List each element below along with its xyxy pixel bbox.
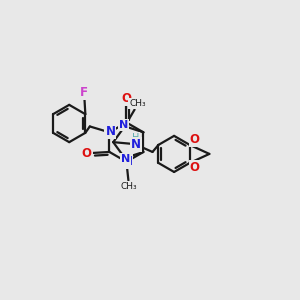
Text: CH₃: CH₃	[129, 99, 146, 108]
Text: O: O	[122, 92, 131, 106]
Text: O: O	[82, 147, 92, 161]
Text: N: N	[131, 138, 141, 151]
Text: F: F	[80, 86, 87, 99]
Text: O: O	[190, 161, 200, 174]
Text: N: N	[122, 155, 132, 168]
Text: N: N	[119, 120, 128, 130]
Text: N: N	[105, 125, 116, 138]
Text: H: H	[132, 133, 140, 143]
Text: O: O	[190, 134, 200, 146]
Text: CH₃: CH₃	[120, 182, 137, 191]
Text: N: N	[121, 154, 130, 164]
